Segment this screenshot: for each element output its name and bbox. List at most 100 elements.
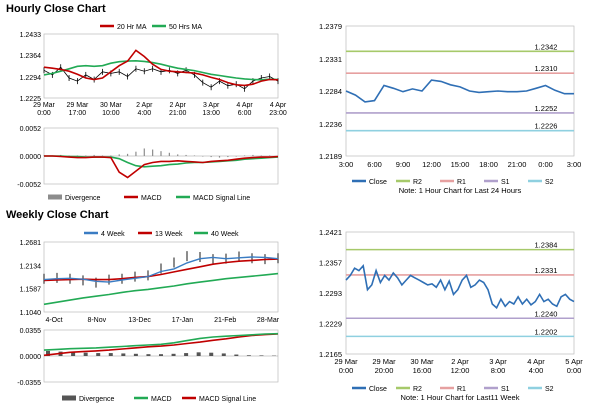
y-tick-label: 1.2433 — [20, 32, 42, 39]
legend-13week-label: 13 Week — [155, 231, 183, 238]
x-tick-label: 20:00 — [375, 366, 394, 375]
chart-note: Note: 1 Hour Chart for Last11 Week — [401, 393, 520, 402]
x-tick-label: 3:00 — [567, 160, 582, 169]
x-tick-label: 30 Mar — [410, 357, 434, 366]
hourly-section-title: Hourly Close Chart — [6, 3, 106, 15]
divergence-bar — [259, 355, 264, 356]
divergence-bar — [246, 355, 251, 356]
level-label-r1: 1.2310 — [535, 64, 558, 73]
y-tick-label: 1.2331 — [319, 55, 342, 64]
x-tick-label: 0:00 — [538, 160, 553, 169]
legend-50hr-ma-label: 50 Hrs MA — [169, 24, 202, 31]
y-tick-label: 1.2421 — [319, 228, 342, 237]
x-tick-label: 5 Apr — [565, 357, 583, 366]
macd-line — [43, 332, 279, 351]
ma50-line — [43, 59, 279, 81]
x-tick-label: 15:00 — [451, 160, 470, 169]
x-tick-label: 2 Apr — [136, 102, 153, 109]
x-tick-label: 28-Mar — [257, 317, 280, 324]
weekly-macd-chart: 0.0355 0.0000 -0.0355 Divergence MACD MACD Si… — [17, 328, 279, 403]
x-tick-label: 29 Mar — [372, 357, 396, 366]
x-tick-label: 4 Apr — [236, 102, 253, 109]
x-tick-label: 4 Apr — [270, 102, 287, 109]
x-tick-label: 4:00 — [137, 110, 151, 117]
y-tick-label: 1.2134 — [20, 263, 42, 270]
y-tick-label: 1.2357 — [319, 259, 342, 268]
y-tick-label: 1.2229 — [319, 320, 342, 329]
divergence-bar — [159, 354, 163, 356]
level-label-s2: 1.2202 — [535, 327, 558, 336]
y-tick-label: 1.1587 — [20, 287, 42, 294]
y-tick-label: 1.2284 — [319, 87, 342, 96]
y-tick-label: 1.1040 — [20, 310, 42, 317]
x-tick-label: 21:00 — [508, 160, 527, 169]
y-tick-label: 0.0000 — [20, 354, 42, 361]
macd-line — [44, 155, 279, 179]
legend-s2-label: S2 — [545, 179, 554, 186]
plot-area — [345, 231, 575, 355]
level-label-s2: 1.2226 — [535, 122, 558, 131]
legend-divergence-label: Divergence — [79, 396, 115, 403]
ma20-line — [43, 49, 279, 87]
level-label-s1: 1.2240 — [535, 309, 558, 318]
legend-divergence-label: Divergence — [65, 195, 101, 202]
x-tick-label: 8-Nov — [87, 317, 106, 324]
y-tick-label: 1.2294 — [20, 75, 42, 82]
x-tick-label: 21-Feb — [214, 317, 236, 324]
ma40-line — [43, 272, 279, 306]
close-line — [345, 79, 574, 103]
divergence-bar — [184, 353, 189, 356]
y-tick-label: 1.2236 — [319, 120, 342, 129]
y-tick-label: 1.2165 — [319, 350, 342, 359]
legend-r2-label: R2 — [413, 179, 422, 186]
divergence-bar — [146, 354, 151, 356]
signal-line — [43, 333, 279, 357]
level-label-r2: 1.2342 — [535, 42, 558, 51]
legend-40week-label: 40 Week — [211, 231, 239, 238]
legend-4week-label: 4 Week — [101, 231, 125, 238]
legend-r1-label: R1 — [457, 386, 466, 393]
y-tick-label: -0.0052 — [17, 182, 41, 189]
legend-close-label: Close — [369, 386, 387, 393]
y-tick-label: 1.2189 — [319, 152, 342, 161]
x-tick-label: 16:00 — [413, 366, 432, 375]
divergence-bar — [209, 352, 214, 356]
x-tick-label: 2 Apr — [170, 102, 187, 109]
divergence-bar — [221, 353, 226, 356]
x-tick-label: 29 Mar — [67, 102, 89, 109]
level-label-r1: 1.2331 — [535, 266, 558, 275]
divergence-bar — [83, 352, 88, 356]
y-tick-label: 1.2379 — [319, 22, 342, 31]
x-tick-label: 6:00 — [367, 160, 382, 169]
y-tick-label: -0.0355 — [17, 380, 41, 387]
x-tick-label: 4:00 — [529, 366, 544, 375]
divergence-bar — [46, 350, 50, 356]
weekly-section-title: Weekly Close Chart — [6, 209, 109, 221]
legend-r2-label: R2 — [413, 386, 422, 393]
legend-macd-label: MACD — [141, 195, 162, 202]
y-tick-label: 0.0000 — [20, 154, 42, 161]
x-tick-label: 8:00 — [491, 366, 506, 375]
x-tick-label: 29 Mar — [33, 102, 55, 109]
x-tick-label: 4-Oct — [45, 317, 62, 324]
divergence-bar — [108, 353, 113, 356]
divergence-bar — [171, 353, 176, 356]
x-tick-label: 0:00 — [339, 366, 354, 375]
x-tick-label: 23:00 — [269, 110, 287, 117]
x-tick-label: 2 Apr — [451, 357, 469, 366]
x-tick-label: 0:00 — [567, 366, 582, 375]
legend-close-label: Close — [369, 179, 387, 186]
y-tick-label: 0.0052 — [20, 126, 42, 133]
legend-macd-label: MACD — [151, 396, 172, 403]
x-tick-label: 12:00 — [422, 160, 441, 169]
divergence-bar — [133, 353, 138, 356]
legend-s1-label: S1 — [501, 179, 510, 186]
x-tick-label: 3 Apr — [203, 102, 220, 109]
legend-signal-label: MACD Signal Line — [199, 396, 256, 403]
y-tick-label: 1.2225 — [20, 96, 42, 103]
divergence-bar — [196, 352, 201, 356]
x-tick-label: 18:00 — [479, 160, 498, 169]
